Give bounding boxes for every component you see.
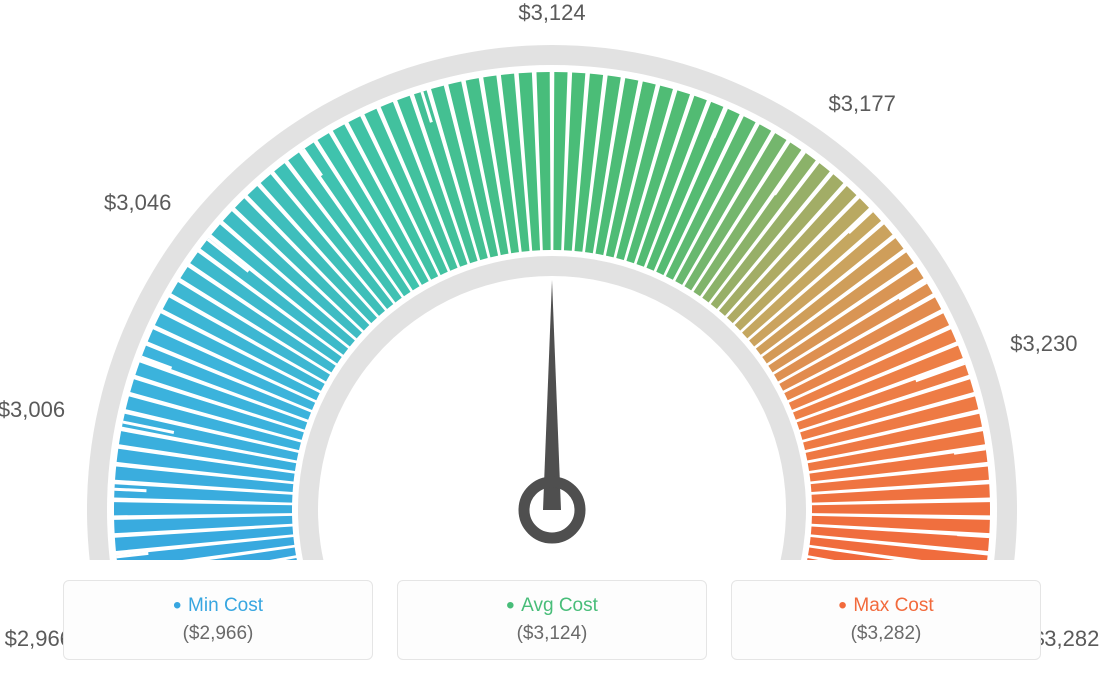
legend-title-max: Max Cost [752, 595, 1020, 617]
legend-title-min: Min Cost [84, 595, 352, 617]
gauge-tick-label: $3,124 [518, 0, 585, 26]
gauge-chart: $2,966$3,006$3,046$3,124$3,177$3,230$3,2… [0, 0, 1104, 560]
legend-value-min: ($2,966) [84, 623, 352, 645]
legend-row: Min Cost ($2,966) Avg Cost ($3,124) Max … [0, 580, 1104, 660]
gauge-tick-label: $3,230 [1010, 331, 1077, 357]
legend-card-min: Min Cost ($2,966) [63, 580, 373, 660]
gauge-svg [0, 0, 1104, 560]
gauge-tick-label: $3,177 [829, 91, 896, 117]
gauge-tick-label: $3,046 [104, 190, 171, 216]
legend-card-avg: Avg Cost ($3,124) [397, 580, 707, 660]
legend-value-max: ($3,282) [752, 623, 1020, 645]
gauge-tick-label: $3,006 [0, 397, 65, 423]
legend-title-avg: Avg Cost [418, 595, 686, 617]
legend-card-max: Max Cost ($3,282) [731, 580, 1041, 660]
legend-value-avg: ($3,124) [418, 623, 686, 645]
